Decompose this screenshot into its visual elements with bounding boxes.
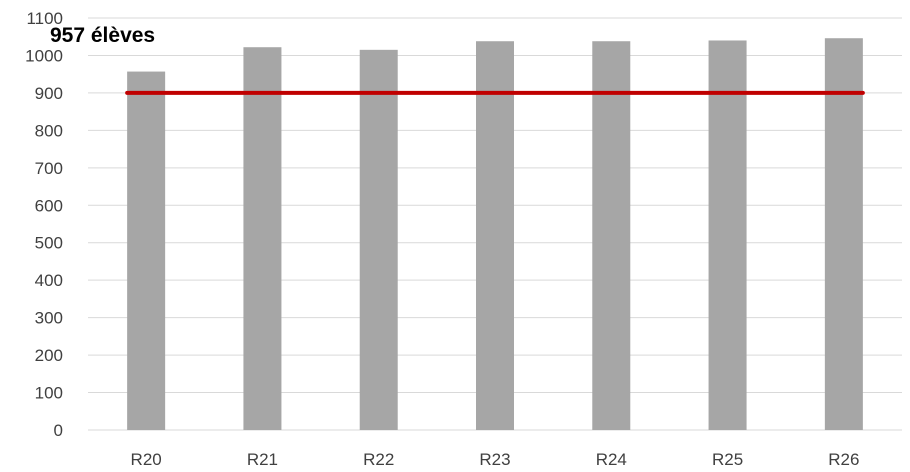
x-tick-label: R23	[479, 450, 510, 469]
y-axis-ticks: 0 100 200 300 400 500 600 700 800 900 1000 1100	[25, 9, 63, 440]
x-tick-label: R22	[363, 450, 394, 469]
bar-R22	[359, 49, 398, 430]
bar-R23	[476, 41, 514, 431]
y-tick-label: 0	[54, 421, 63, 440]
y-tick-label: 900	[35, 84, 63, 103]
y-tick-label: 800	[35, 121, 63, 140]
annotation-label: 957 élèves	[50, 24, 155, 47]
bar-R20	[127, 71, 166, 430]
y-tick-label: 500	[35, 234, 63, 253]
y-tick-label: 1000	[25, 46, 63, 65]
y-tick-label: 1100	[26, 9, 63, 28]
x-axis-ticks: R20 R21 R22 R23 R24 R25 R26	[131, 450, 860, 469]
x-tick-label: R26	[828, 450, 859, 469]
x-tick-label: R21	[247, 450, 278, 469]
bar-R24	[592, 41, 631, 431]
y-tick-label: 200	[35, 346, 63, 365]
y-tick-label: 400	[35, 271, 63, 290]
bar-R25	[708, 40, 747, 431]
bar-R26	[824, 38, 863, 430]
y-tick-label: 300	[35, 309, 63, 328]
y-tick-label: 100	[35, 384, 63, 403]
y-tick-label: 600	[35, 196, 63, 215]
bars	[127, 38, 863, 431]
bar-R21	[243, 47, 282, 431]
x-tick-label: R24	[596, 450, 627, 469]
x-tick-label: R25	[712, 450, 743, 469]
y-tick-label: 700	[35, 159, 63, 178]
x-tick-label: R20	[131, 450, 162, 469]
